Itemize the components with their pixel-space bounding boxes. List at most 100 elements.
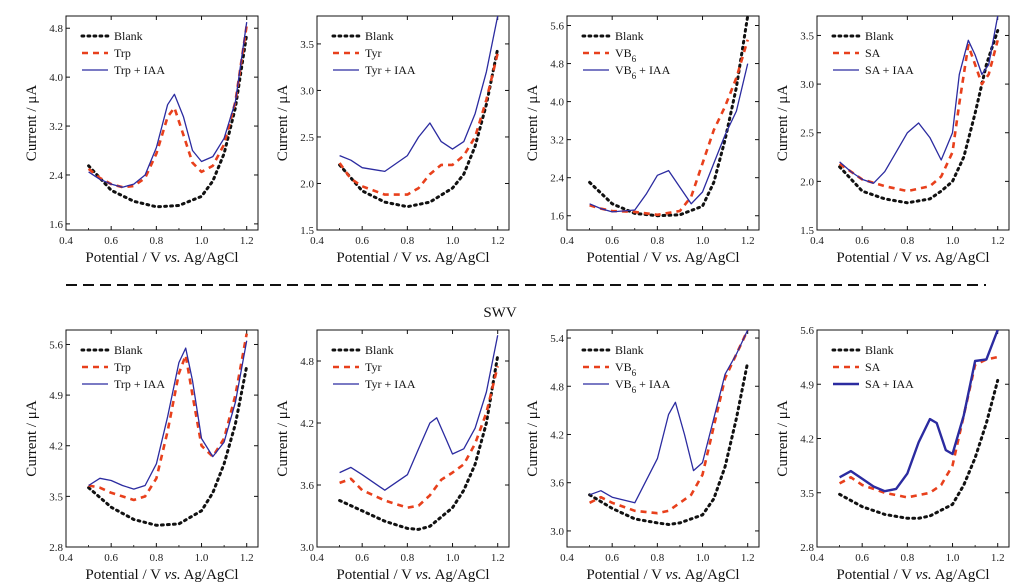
series-line-sa bbox=[838, 39, 999, 193]
y-axis-label: Current / μA bbox=[275, 400, 291, 477]
legend-label: VB6 + IAA bbox=[615, 377, 671, 395]
x-tick-label: 0.6 bbox=[605, 552, 619, 564]
plot-frame bbox=[566, 15, 760, 231]
x-axis-label: Potential / V vs. Ag/AgCl bbox=[586, 250, 739, 266]
x-axis-label: Potential / V vs. Ag/AgCl bbox=[85, 250, 238, 266]
y-axis-label: Current / μA bbox=[275, 85, 291, 162]
series-line-blank bbox=[87, 364, 249, 527]
y-tick-label: 5.6 bbox=[49, 339, 63, 351]
y-tick-label: 4.8 bbox=[550, 381, 564, 393]
y-tick-label: 2.8 bbox=[800, 542, 814, 554]
legend-label: Tyr bbox=[365, 46, 382, 60]
x-tick-label: 1.2 bbox=[991, 552, 1005, 564]
legend-label: VB6 + IAA bbox=[615, 63, 671, 81]
legend-label: Blank bbox=[114, 29, 143, 43]
y-tick-label: 4.8 bbox=[300, 356, 314, 368]
y-tick-label: 2.5 bbox=[300, 132, 314, 144]
y-tick-label: 4.2 bbox=[49, 441, 63, 453]
y-tick-label: 4.8 bbox=[550, 59, 564, 71]
y-tick-label: 4.2 bbox=[800, 434, 814, 446]
series-group bbox=[87, 22, 249, 209]
y-tick-label: 5.6 bbox=[550, 21, 564, 33]
x-tick-label: 0.8 bbox=[900, 235, 914, 247]
series-line-vb6 bbox=[589, 39, 749, 217]
x-tick-label: 0.6 bbox=[605, 235, 619, 247]
y-tick-label: 3.0 bbox=[300, 542, 314, 554]
series-line-blank bbox=[838, 378, 1000, 520]
x-tick-label: 0.8 bbox=[400, 552, 414, 564]
series-line-tyr bbox=[338, 52, 499, 196]
x-tick-label: 1.0 bbox=[446, 235, 460, 247]
series-line-blank bbox=[338, 47, 500, 209]
x-tick-label: 0.6 bbox=[355, 235, 369, 247]
series-group bbox=[87, 333, 249, 527]
chart-panel-r1c3: 0.4 0.6 0.8 1.0 1.2 1.6 2.4 3.2 4.0 4.8 5.6 Potenti… bbox=[525, 15, 760, 266]
x-tick-label: 0.4 bbox=[59, 235, 73, 247]
x-tick-label: 1.0 bbox=[195, 235, 209, 247]
legend-label: Blank bbox=[365, 343, 394, 357]
x-axis-label: Potential / V vs. Ag/AgCl bbox=[836, 250, 989, 266]
legend-label: Trp + IAA bbox=[114, 63, 165, 77]
x-axis-label: Potential / V vs. Ag/AgCl bbox=[836, 567, 989, 583]
chart-panel-r1c2: 0.4 0.6 0.8 1.0 1.2 1.5 2.0 2.5 3.0 3.5 Potential … bbox=[275, 15, 510, 266]
legend-label: Blank bbox=[865, 29, 894, 43]
y-tick-label: 4.2 bbox=[550, 429, 564, 441]
y-tick-label: 2.0 bbox=[300, 178, 314, 190]
plot-frame bbox=[566, 329, 760, 548]
x-axis-label: Potential / V vs. Ag/AgCl bbox=[336, 567, 489, 583]
legend-label: Blank bbox=[114, 343, 143, 357]
chart-panel-r2c3: 0.4 0.6 0.8 1.0 1.2 3.0 3.6 4.2 4.8 5.4 Potential … bbox=[525, 329, 760, 583]
x-tick-label: 0.4 bbox=[560, 552, 574, 564]
y-tick-label: 4.8 bbox=[49, 23, 63, 35]
y-axis-label: Current / μA bbox=[525, 400, 541, 477]
x-tick-label: 1.2 bbox=[240, 235, 254, 247]
series-line-trp-iaa bbox=[88, 22, 248, 188]
plot-frame bbox=[816, 15, 1010, 231]
y-tick-label: 3.6 bbox=[550, 478, 564, 490]
series-group bbox=[838, 16, 1000, 205]
series-group bbox=[588, 16, 750, 218]
y-tick-label: 2.8 bbox=[49, 542, 63, 554]
chart-panel-r2c4: 0.4 0.6 0.8 1.0 1.2 2.8 3.5 4.2 4.9 5.6 Potential … bbox=[775, 325, 1010, 583]
chart-panel-r2c2: 0.4 0.6 0.8 1.0 1.2 3.0 3.6 4.2 4.8 Potential / V… bbox=[275, 329, 510, 583]
y-tick-label: 1.5 bbox=[800, 225, 814, 237]
series-line-sa-iaa bbox=[839, 16, 999, 184]
legend-label: Blank bbox=[865, 343, 894, 357]
y-tick-label: 4.0 bbox=[550, 97, 564, 109]
x-tick-label: 0.4 bbox=[59, 552, 73, 564]
y-tick-label: 3.0 bbox=[550, 526, 564, 538]
series-line-blank bbox=[588, 360, 750, 526]
series-line-sa bbox=[838, 355, 998, 499]
y-tick-label: 3.5 bbox=[300, 39, 314, 51]
legend-label: SA bbox=[865, 46, 881, 60]
legend-label: Blank bbox=[615, 343, 644, 357]
x-tick-label: 0.8 bbox=[650, 552, 664, 564]
y-tick-label: 3.2 bbox=[49, 121, 63, 133]
section-label: SWV bbox=[483, 305, 517, 321]
chart-panel-r1c1: 0.4 0.6 0.8 1.0 1.2 1.6 2.4 3.2 4.0 4.8 Potential … bbox=[24, 15, 259, 266]
y-tick-label: 2.0 bbox=[800, 176, 814, 188]
x-tick-label: 1.2 bbox=[741, 552, 755, 564]
legend-label: Blank bbox=[615, 29, 644, 43]
x-axis-label: Potential / V vs. Ag/AgCl bbox=[586, 567, 739, 583]
x-tick-label: 1.2 bbox=[491, 552, 505, 564]
series-line-vb6-iaa bbox=[589, 63, 749, 213]
y-axis-label: Current / μA bbox=[775, 85, 791, 162]
legend-label: SA + IAA bbox=[865, 377, 914, 391]
series-line-vb6-iaa bbox=[589, 330, 749, 504]
x-tick-label: 0.4 bbox=[310, 235, 324, 247]
series-line-trp bbox=[88, 333, 248, 502]
y-tick-label: 1.6 bbox=[550, 211, 564, 223]
y-tick-label: 4.9 bbox=[49, 390, 63, 402]
legend-label: Blank bbox=[365, 29, 394, 43]
y-tick-label: 1.5 bbox=[300, 225, 314, 237]
series-group bbox=[338, 16, 500, 209]
series-line-tyr-iaa bbox=[339, 16, 499, 173]
series-line-vb6 bbox=[589, 330, 749, 515]
x-tick-label: 0.4 bbox=[560, 235, 574, 247]
series-line-trp-iaa bbox=[88, 340, 248, 490]
legend-label: Tyr + IAA bbox=[365, 63, 416, 77]
series-line-tyr-iaa bbox=[339, 335, 499, 491]
x-tick-label: 0.6 bbox=[104, 235, 118, 247]
